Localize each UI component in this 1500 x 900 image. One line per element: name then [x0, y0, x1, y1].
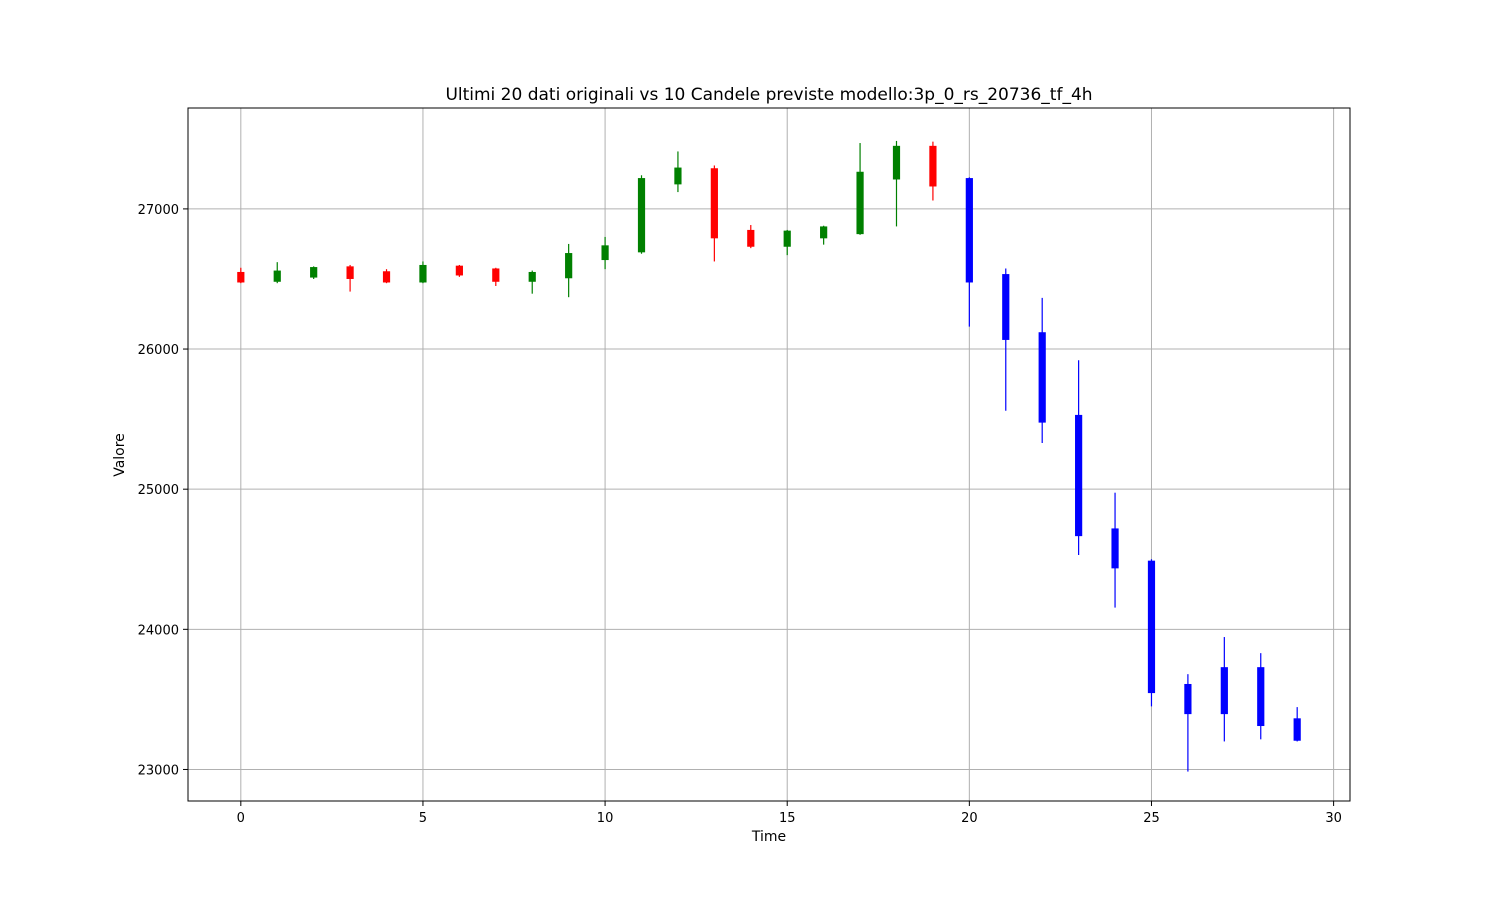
grid-lines: [188, 108, 1350, 801]
candle-body: [1147, 560, 1156, 694]
candle-body: [1293, 718, 1301, 741]
y-tick-label: 23000: [138, 763, 179, 778]
candles: [237, 140, 1301, 772]
candle-body: [856, 171, 864, 235]
candle-body: [419, 264, 427, 283]
x-tick-label: 25: [1143, 811, 1160, 826]
candle-body: [492, 268, 500, 282]
candle-body: [965, 178, 973, 283]
x-axis-label: Time: [751, 829, 786, 845]
y-tick-label: 24000: [138, 623, 179, 638]
y-tick-label: 25000: [138, 483, 179, 498]
x-tick-label: 5: [419, 811, 427, 826]
candle-body: [1257, 667, 1265, 727]
y-tick-label: 26000: [138, 343, 179, 358]
candle-body: [565, 253, 573, 279]
candle-body: [674, 167, 682, 185]
x-tick-label: 0: [237, 811, 245, 826]
candle-body: [710, 168, 718, 239]
candle-body: [1111, 528, 1119, 569]
y-axis-label: Valore: [112, 433, 128, 477]
x-tick-label: 10: [597, 811, 614, 826]
plot-frame: [187, 107, 1351, 802]
x-tick-label: 20: [961, 811, 978, 826]
candle-body: [273, 270, 281, 282]
candle-body: [382, 271, 391, 283]
chart-title: Ultimi 20 dati originali vs 10 Candele p…: [445, 85, 1092, 105]
y-tick-label: 27000: [138, 203, 179, 218]
candle-body: [1184, 683, 1192, 715]
candle-body: [528, 271, 536, 282]
candle-body: [1075, 414, 1083, 537]
candle-body: [601, 245, 609, 261]
candle-body: [237, 271, 245, 283]
candle-body: [1038, 332, 1046, 423]
candle-body: [1220, 667, 1228, 715]
candle-body: [310, 267, 318, 278]
candle-body: [637, 178, 646, 253]
candle-body: [783, 230, 791, 247]
candle-body: [346, 266, 354, 279]
candle-body: [892, 145, 901, 180]
candle-body: [820, 226, 828, 239]
candle-body: [929, 145, 937, 187]
x-tick-label: 15: [779, 811, 796, 826]
x-tick-label: 30: [1325, 811, 1342, 826]
axis-ticks: 0 5 10 15 20 25 30 23000 24000 25000 26000 27000: [138, 203, 1342, 826]
candle-body: [455, 265, 463, 276]
candle-body: [747, 229, 755, 247]
candle-body: [1002, 274, 1010, 340]
